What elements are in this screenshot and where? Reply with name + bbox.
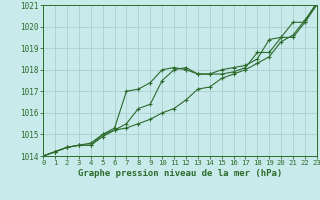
X-axis label: Graphe pression niveau de la mer (hPa): Graphe pression niveau de la mer (hPa): [78, 169, 282, 178]
